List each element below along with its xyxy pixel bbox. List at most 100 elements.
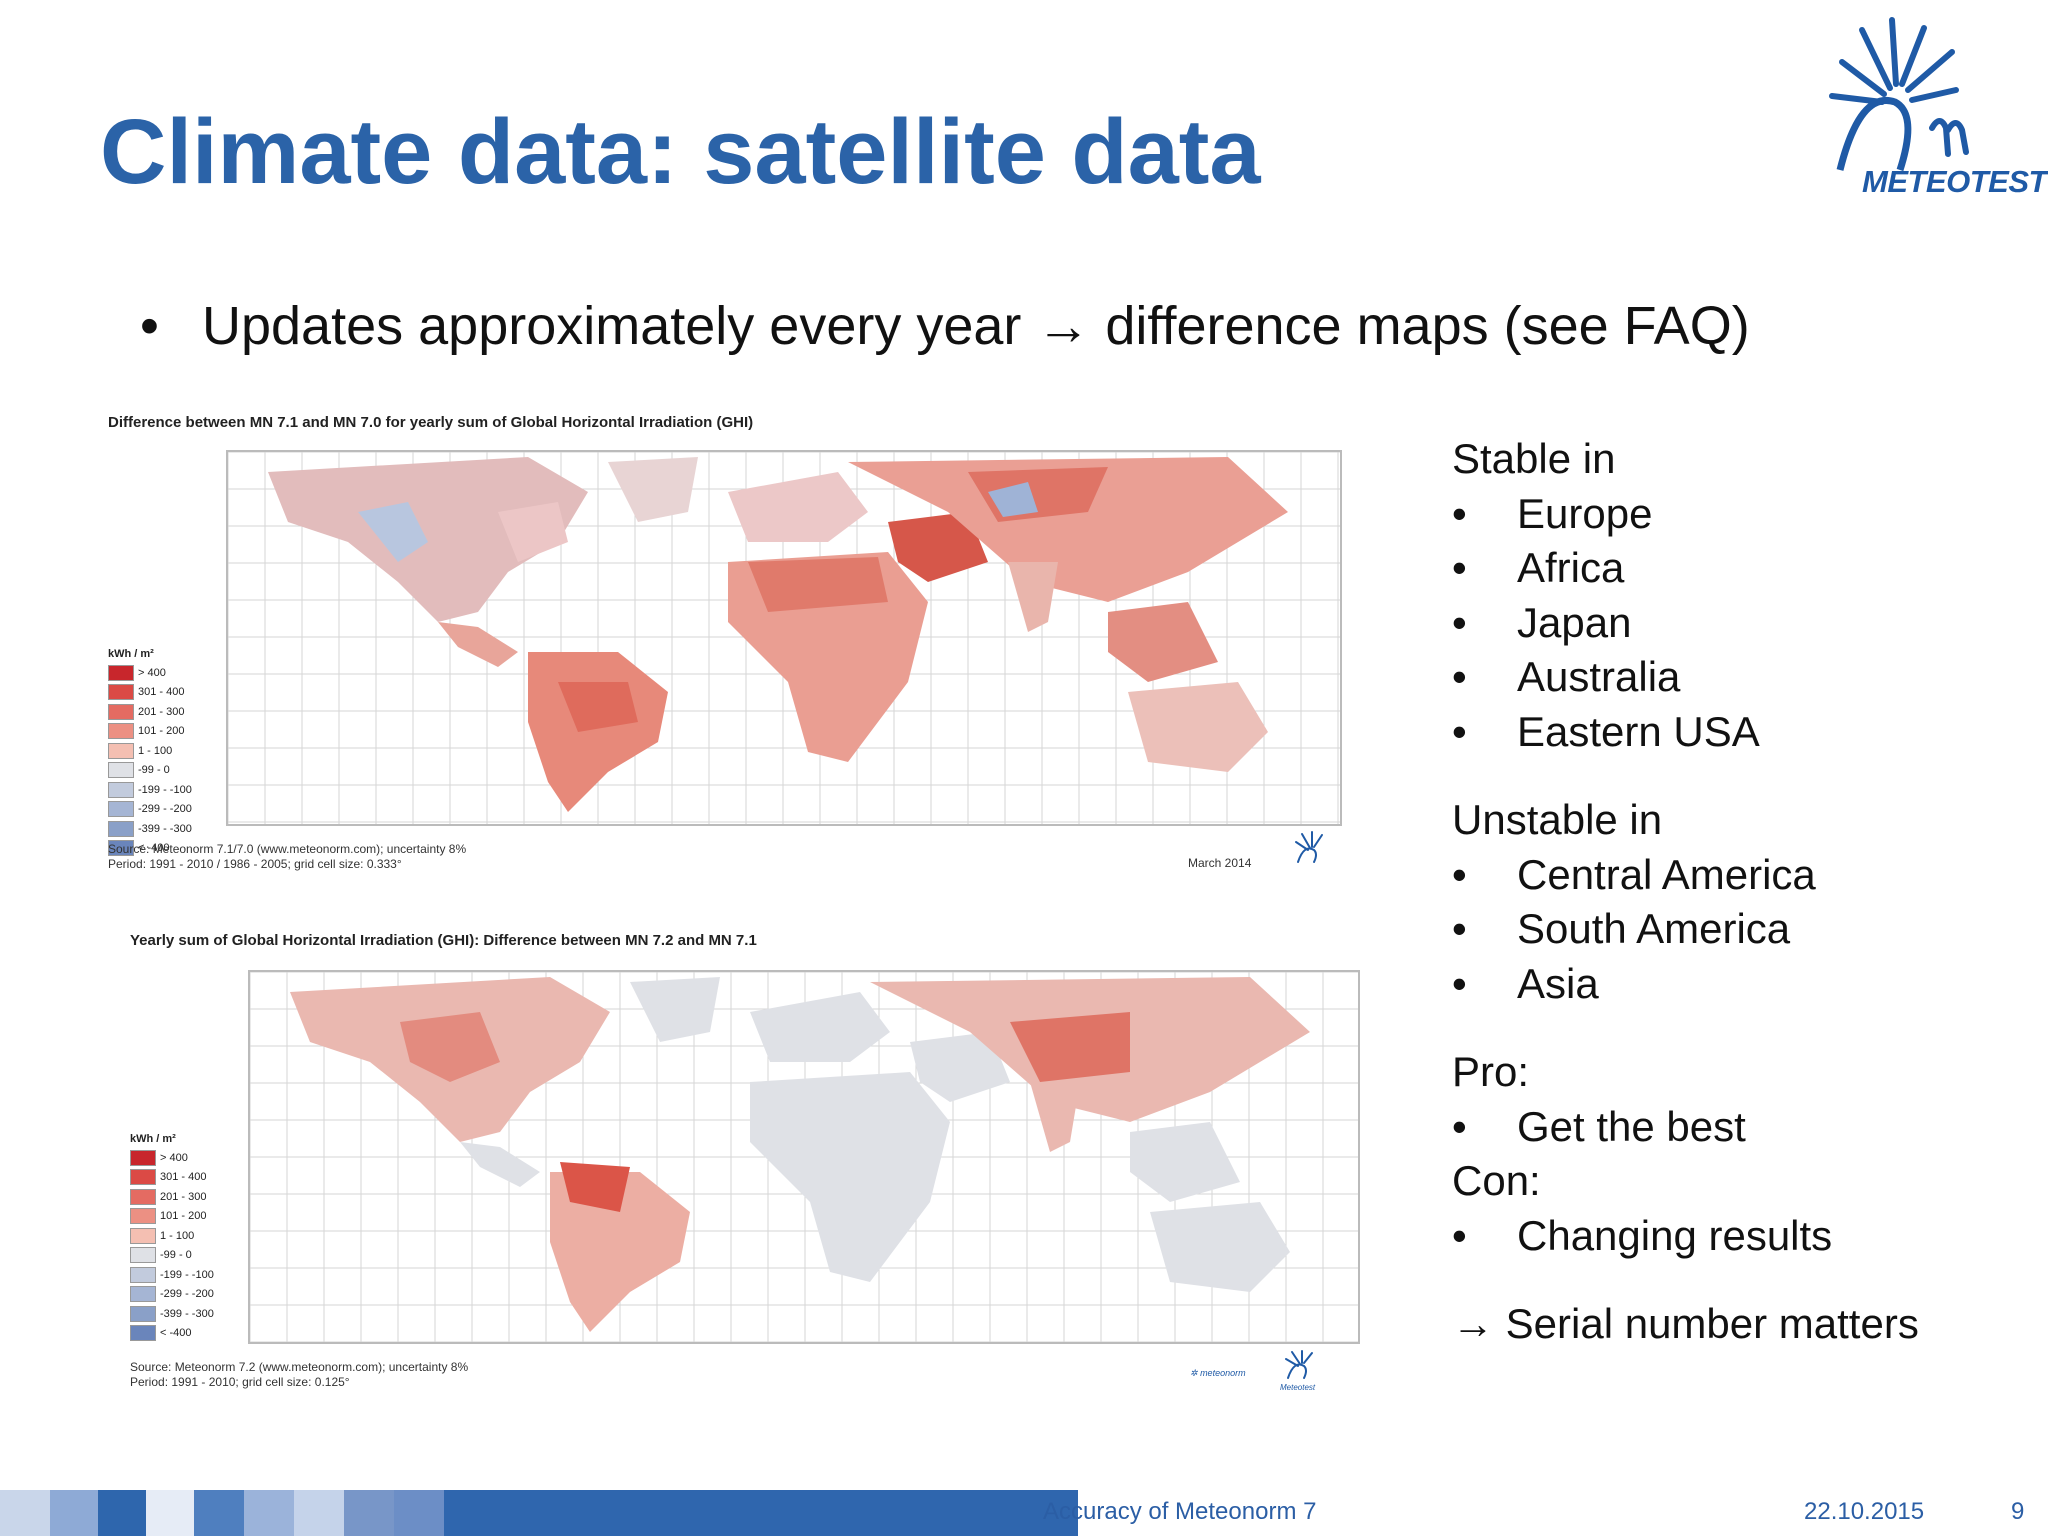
list-item-text: Changing results <box>1517 1211 1833 1259</box>
legend-label: 201 - 300 <box>138 705 185 718</box>
list-item: • Japan <box>1452 596 1919 651</box>
legend-item: < -400 <box>108 839 192 859</box>
footer-bar-segment <box>244 1490 294 1536</box>
footer-bar-segment <box>444 1490 1078 1536</box>
unstable-heading: Unstable in <box>1452 796 1663 843</box>
legend-swatch <box>130 1266 156 1283</box>
legend-swatch <box>108 840 134 857</box>
legend-label: > 400 <box>160 1151 188 1164</box>
bullet-dot: • <box>140 296 159 356</box>
legend-item: -399 - -300 <box>108 819 192 839</box>
legend-item: < -400 <box>130 1324 214 1344</box>
legend-swatch <box>130 1286 156 1303</box>
list-item: • Australia <box>1452 650 1919 705</box>
slide-title: Climate data: satellite data <box>100 101 1261 203</box>
legend-label: 301 - 400 <box>160 1171 207 1184</box>
footer-bar-segment <box>50 1490 98 1536</box>
map2-source-line2: Period: 1991 - 2010; grid cell size: 0.1… <box>130 1375 350 1389</box>
logo-text: METEOTEST <box>1862 164 2047 199</box>
legend-swatch <box>130 1188 156 1205</box>
legend-label: -299 - -200 <box>138 803 192 816</box>
meteonorm-icon: ✲ <box>1190 1368 1198 1378</box>
legend-swatch <box>130 1247 156 1264</box>
legend-label: 1 - 100 <box>138 744 173 757</box>
list-item: • Europe <box>1452 487 1919 542</box>
map1-legend: kWh / m² > 400 301 - 400 201 - 300 101 - 20… <box>108 648 192 858</box>
legend-swatch <box>108 684 134 701</box>
list-item-text: South America <box>1517 905 1791 952</box>
legend-swatch <box>130 1305 156 1322</box>
bullet-dot: • <box>1452 544 1467 591</box>
legend-title: kWh / m² <box>130 1133 176 1145</box>
legend-label: -99 - 0 <box>160 1249 192 1262</box>
bullet-dot: • <box>1452 1102 1467 1150</box>
bullet-dot: • <box>1452 489 1467 537</box>
legend-label: -99 - 0 <box>138 764 170 777</box>
pro-heading: Pro: <box>1452 1048 1530 1095</box>
bullet-dot: • <box>1452 905 1467 952</box>
footer-color-bar <box>0 1490 1078 1536</box>
legend-label: < -400 <box>138 842 170 855</box>
legend-swatch <box>108 723 134 740</box>
footer-bar-segment <box>0 1490 50 1536</box>
bullet-dot: • <box>1452 598 1467 646</box>
legend-label: -399 - -300 <box>160 1307 214 1320</box>
legend-item: 201 - 300 <box>108 702 192 722</box>
legend-label: 1 - 100 <box>160 1229 195 1242</box>
list-item: • Central America <box>1452 848 1919 903</box>
list-item-text: Europe <box>1517 489 1653 537</box>
legend-item: -99 - 0 <box>130 1246 214 1266</box>
map2-title: Yearly sum of Global Horizontal Irradiat… <box>130 932 757 949</box>
legend-item: > 400 <box>130 1148 214 1168</box>
legend-label: 101 - 200 <box>160 1210 207 1223</box>
list-item-text: Get the best <box>1517 1102 1746 1150</box>
map1-source: Source: Meteonorm 7.1/7.0 (www.meteonorm… <box>108 842 466 872</box>
legend-item: 1 - 100 <box>130 1226 214 1246</box>
legend-item: 1 - 100 <box>108 741 192 761</box>
meteonorm-logo-text: meteonorm <box>1200 1368 1246 1378</box>
list-item-text: Asia <box>1517 959 1599 1007</box>
list-item-text: Eastern USA <box>1517 707 1760 755</box>
main-bullet: • Updates approximately every year → diff… <box>140 295 1750 357</box>
conclusion: → Serial number matters <box>1452 1300 1919 1347</box>
meteotest-logo <box>1820 10 2040 205</box>
mini-meteotest-logo-2: Meteotest <box>1280 1350 1330 1392</box>
footer-bar-segment <box>146 1490 194 1536</box>
footer-bar-segment <box>394 1490 444 1536</box>
list-item-text: Central America <box>1517 850 1816 898</box>
list-item: • South America <box>1452 902 1919 957</box>
legend-label: > 400 <box>138 666 166 679</box>
legend-swatch <box>108 664 134 681</box>
legend-item: 201 - 300 <box>130 1187 214 1207</box>
list-item: • Changing results <box>1452 1209 1919 1264</box>
map1-source-line2: Period: 1991 - 2010 / 1986 - 2005; grid … <box>108 857 402 871</box>
legend-label: -299 - -200 <box>160 1288 214 1301</box>
bullet-dot: • <box>1452 707 1467 755</box>
legend-label: -399 - -300 <box>138 822 192 835</box>
list-item: • Get the best <box>1452 1100 1919 1155</box>
legend-swatch <box>108 801 134 818</box>
side-notes: Stable in • Europe • Africa • Japan • Australia… <box>1452 432 1919 1352</box>
legend-swatch <box>130 1325 156 1342</box>
legend-swatch <box>108 742 134 759</box>
footer-title: Accuracy of Meteonorm 7 <box>1043 1498 1317 1525</box>
legend-item: 301 - 400 <box>130 1168 214 1188</box>
bullet-dot: • <box>1452 850 1467 898</box>
main-bullet-text: Updates approximately every year → diffe… <box>202 296 1750 356</box>
list-item: • Africa <box>1452 541 1919 596</box>
legend-label: -199 - -100 <box>160 1268 214 1281</box>
sunburst-icon <box>1285 1350 1313 1379</box>
legend-swatch <box>108 820 134 837</box>
legend-item: -199 - -100 <box>130 1265 214 1285</box>
footer-bar-segment <box>344 1490 394 1536</box>
map1-title: Difference between MN 7.1 and MN 7.0 for… <box>108 414 754 431</box>
con-heading: Con: <box>1452 1157 1541 1204</box>
list-item-text: Japan <box>1517 598 1632 646</box>
legend-label: -199 - -100 <box>138 783 192 796</box>
legend-label: < -400 <box>160 1327 192 1340</box>
list-item-text: Africa <box>1517 544 1625 591</box>
legend-swatch <box>130 1227 156 1244</box>
meteotest-mini-text: Meteotest <box>1280 1383 1316 1392</box>
map2-image <box>248 970 1360 1344</box>
map1-source-line1: Source: Meteonorm 7.1/7.0 (www.meteonorm… <box>108 842 467 856</box>
